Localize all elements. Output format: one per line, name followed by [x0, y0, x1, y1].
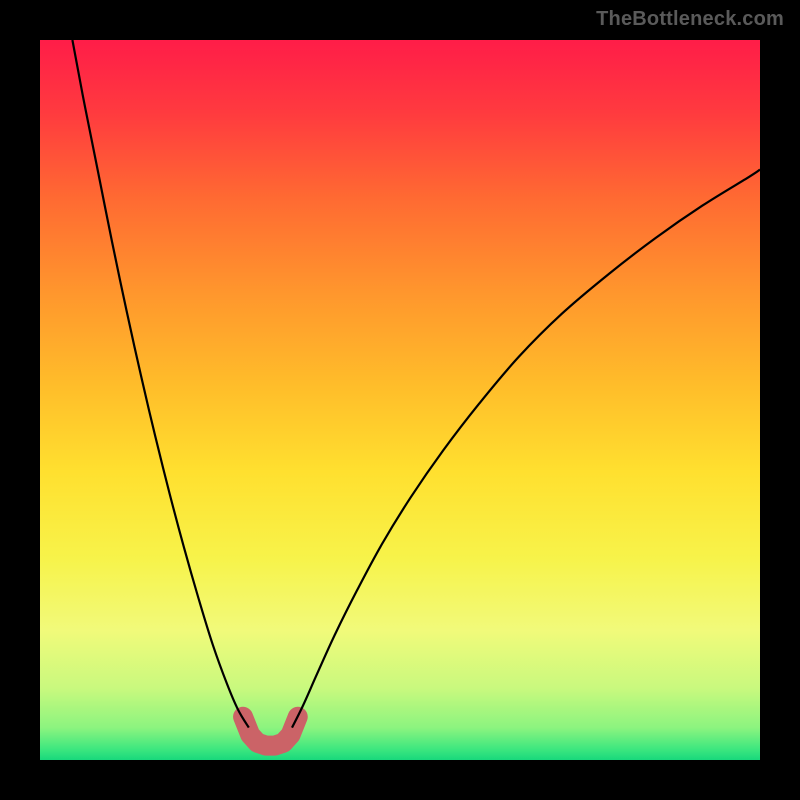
curve-overlay [40, 40, 760, 760]
curve-left [72, 40, 248, 728]
plot-area [40, 40, 760, 760]
watermark-text: TheBottleneck.com [596, 8, 784, 31]
highlight-u-stroke [243, 717, 298, 746]
chart-frame: TheBottleneck.com [0, 0, 800, 800]
curve-right [292, 170, 760, 728]
